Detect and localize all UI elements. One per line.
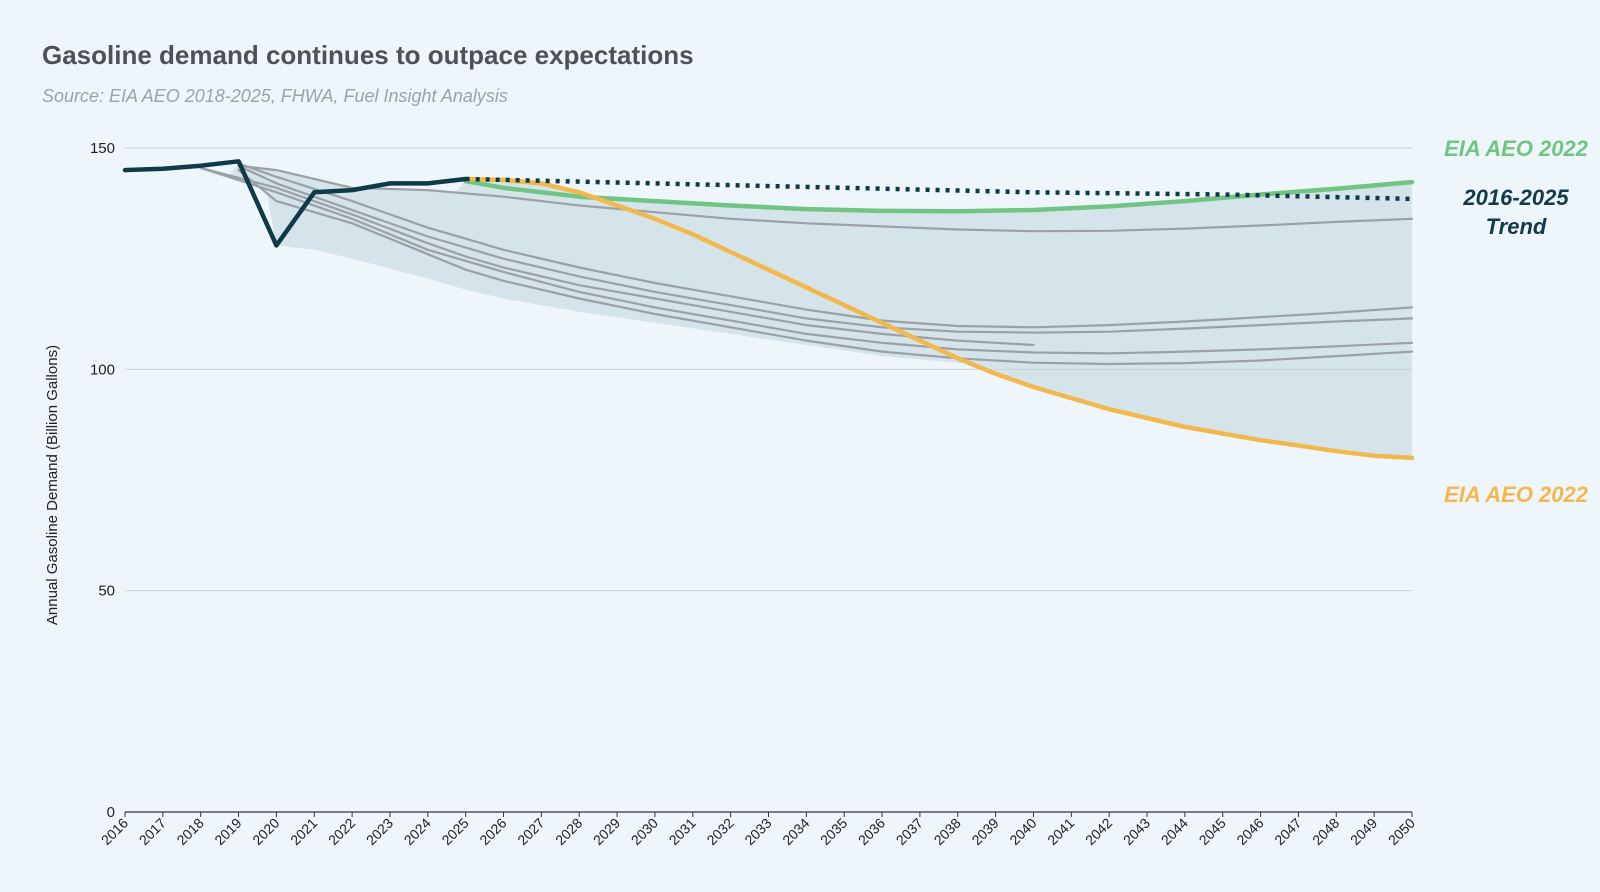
x-tick-label: 2022: [325, 815, 358, 848]
x-tick-label: 2026: [476, 815, 509, 848]
x-tick-label: 2043: [1120, 815, 1153, 848]
x-tick-label: 2048: [1309, 815, 1342, 848]
x-tick-label: 2028: [552, 815, 585, 848]
label-eia-aeo-2022-orange: EIA AEO 2022: [1444, 482, 1589, 507]
x-tick-label: 2044: [1158, 815, 1191, 848]
chart-title: Gasoline demand continues to outpace exp…: [42, 40, 694, 70]
y-axis-label: Annual Gasoline Demand (Billion Gallons): [44, 345, 61, 625]
x-tick-label: 2042: [1082, 815, 1115, 848]
x-tick-label: 2034: [779, 815, 812, 848]
x-tick-label: 2046: [1233, 815, 1266, 848]
series-lines: [122, 159, 1415, 461]
x-tick-label: 2049: [1347, 815, 1380, 848]
x-tick-label: 2037: [893, 815, 926, 848]
x-tick-label: 2017: [136, 815, 169, 848]
x-tick-label: 2031: [666, 815, 699, 848]
y-tick-label: 100: [90, 361, 115, 378]
x-tick-label: 2036: [855, 815, 888, 848]
x-tick-label: 2020: [249, 815, 282, 848]
x-tick-label: 2027: [514, 815, 547, 848]
x-tick-label: 2023: [363, 815, 396, 848]
x-tick-label: 2047: [1271, 815, 1304, 848]
x-tick-label: 2035: [817, 815, 850, 848]
x-tick-label: 2024: [401, 815, 434, 848]
x-tick-label: 2018: [173, 815, 206, 848]
x-tick-label: 2040: [1006, 815, 1039, 848]
series-aeo-projection-f: [237, 169, 1414, 366]
series-2016-2025-trend: [465, 176, 1413, 202]
x-axis-ticks: 2016 2017 2018 2019 2020 2021 2022 2023 2024 2025…: [98, 812, 1418, 848]
x-tick-label: 2032: [703, 815, 736, 848]
series-aeo-projection-c: [237, 164, 1414, 334]
x-tick-label: 2030: [628, 815, 661, 848]
x-tick-label: 2019: [211, 815, 244, 848]
label-trend-word: Trend: [1486, 214, 1547, 239]
y-axis-ticks: 0 50 100 150: [90, 140, 115, 821]
series-aeo-projection-a: [237, 164, 1414, 233]
chart-subtitle: Source: EIA AEO 2018-2025, FHWA, Fuel In…: [42, 86, 508, 106]
x-tick-label: 2033: [741, 815, 774, 848]
series-eia-aeo-2022-orange: [463, 176, 1415, 461]
x-tick-label: 2021: [287, 815, 320, 848]
series-aeo-projection-d: [199, 166, 1035, 347]
label-eia-aeo-2022-green: EIA AEO 2022: [1444, 136, 1589, 161]
y-tick-label: 0: [107, 804, 115, 821]
series-aeo-projection-b: [237, 162, 1414, 329]
y-tick-label: 150: [90, 140, 115, 157]
x-tick-label: 2050: [1385, 815, 1418, 848]
label-trend-years: 2016-2025: [1462, 185, 1569, 210]
series-historical: [122, 159, 468, 248]
series-aeo-projection-e: [199, 166, 1414, 355]
x-tick-label: 2041: [1044, 815, 1077, 848]
x-tick-label: 2045: [1196, 815, 1229, 848]
y-tick-label: 50: [98, 583, 115, 600]
x-tick-label: 2039: [968, 815, 1001, 848]
x-tick-label: 2029: [590, 815, 623, 848]
x-tick-label: 2038: [931, 815, 964, 848]
x-tick-label: 2025: [438, 815, 471, 848]
